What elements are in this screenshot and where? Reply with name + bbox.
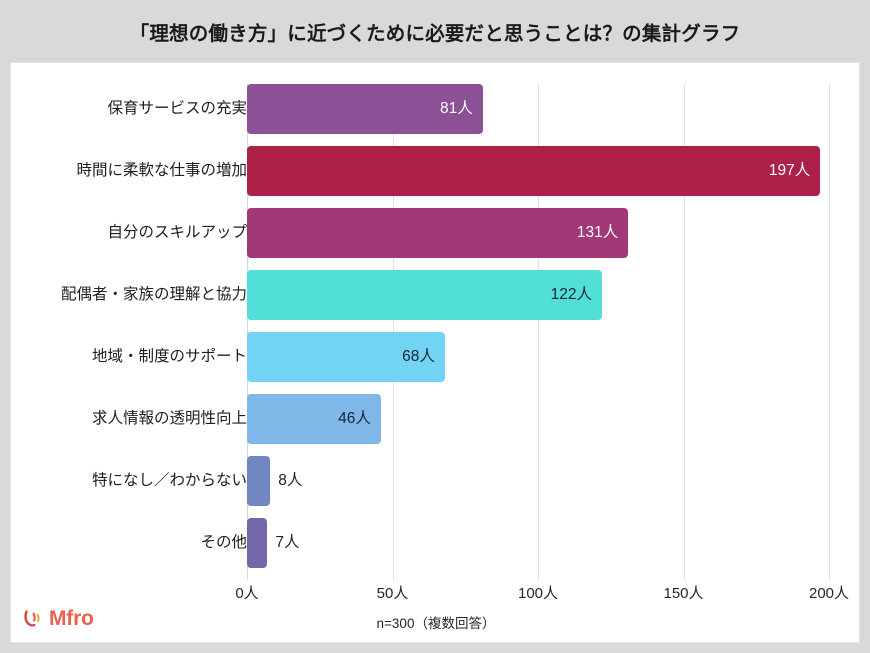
bar[interactable] bbox=[247, 208, 629, 258]
bar-row: 地域・制度のサポート 68人 bbox=[11, 332, 861, 382]
grid-line bbox=[683, 84, 685, 580]
sample-size-note: n=300（複数回答） bbox=[376, 616, 496, 631]
hand-flame-icon bbox=[22, 608, 44, 630]
bar-value-label: 81人 bbox=[439, 100, 473, 117]
bar-container: 8人 bbox=[247, 456, 302, 506]
brand-logo[interactable]: Mfro bbox=[22, 608, 94, 630]
bar-container: 122人 bbox=[247, 270, 603, 320]
bar[interactable] bbox=[247, 456, 271, 506]
grid-line bbox=[538, 84, 539, 580]
category-label: 時間に柔軟な仕事の増加 bbox=[76, 162, 247, 179]
bar-container: 197人 bbox=[247, 146, 821, 196]
bar-container: 7人 bbox=[247, 518, 299, 568]
bar-container: 81人 bbox=[247, 84, 483, 134]
bar-container: 68人 bbox=[247, 332, 445, 382]
x-axis: 0人 50人 100人 150人 200人 bbox=[11, 582, 861, 608]
bar[interactable] bbox=[247, 518, 268, 568]
bar[interactable] bbox=[247, 146, 821, 196]
bar[interactable] bbox=[247, 332, 445, 382]
chart-card: 保育サービスの充実 81人時間に柔軟な仕事の増加 197人自分のスキルアップ 131人… bbox=[10, 62, 860, 643]
category-label: その他 bbox=[200, 534, 247, 551]
bar-value-label: 197人 bbox=[768, 162, 811, 179]
bar-row: 保育サービスの充実 81人 bbox=[11, 84, 861, 134]
x-axis-tick-label: 0人 bbox=[235, 585, 259, 602]
bar[interactable] bbox=[247, 270, 603, 320]
bar-row: その他 7人 bbox=[11, 518, 861, 568]
category-label: 求人情報の透明性向上 bbox=[91, 410, 247, 427]
category-label: 地域・制度のサポート bbox=[91, 348, 247, 365]
bar-row: 特になし／わからない 8人 bbox=[11, 456, 861, 506]
bar-container: 46人 bbox=[247, 394, 381, 444]
bar-value-label: 8人 bbox=[278, 472, 303, 489]
bar[interactable] bbox=[247, 84, 483, 134]
x-axis-tick-label: 200人 bbox=[808, 585, 850, 602]
bar-value-label: 7人 bbox=[275, 534, 300, 551]
logo-wordmark: Mfro bbox=[49, 607, 94, 630]
bar-row: 配偶者・家族の理解と協力 122人 bbox=[11, 270, 861, 320]
x-axis-tick-label: 100人 bbox=[517, 585, 559, 602]
bar-value-label: 46人 bbox=[338, 410, 371, 427]
grid-line bbox=[829, 84, 830, 580]
plot-area: 保育サービスの充実 81人時間に柔軟な仕事の増加 197人自分のスキルアップ 131人… bbox=[11, 63, 861, 644]
page-title: 「理想の働き方」に近づくために必要だと思うことは？の集計グラフ bbox=[129, 22, 741, 45]
bar-row: 自分のスキルアップ 131人 bbox=[11, 208, 861, 258]
bar[interactable] bbox=[247, 394, 381, 444]
bar-row: 時間に柔軟な仕事の増加 197人 bbox=[11, 146, 861, 196]
category-label: 特になし／わからない bbox=[91, 472, 247, 489]
bar-rows: 保育サービスの充実 81人時間に柔軟な仕事の増加 197人自分のスキルアップ 131人… bbox=[11, 84, 861, 580]
bar-value-label: 68人 bbox=[402, 348, 435, 365]
bar-value-label: 122人 bbox=[550, 286, 593, 303]
x-axis-tick-label: 150人 bbox=[663, 585, 704, 602]
bar-container: 131人 bbox=[247, 208, 629, 258]
bar-value-label: 131人 bbox=[576, 224, 619, 241]
category-label: 自分のスキルアップ bbox=[107, 224, 247, 241]
x-axis-tick-label: 50人 bbox=[376, 585, 409, 602]
category-label: 配偶者・家族の理解と協力 bbox=[60, 286, 247, 303]
category-label: 保育サービスの充実 bbox=[107, 100, 247, 117]
bar-row: 求人情報の透明性向上 46人 bbox=[11, 394, 861, 444]
